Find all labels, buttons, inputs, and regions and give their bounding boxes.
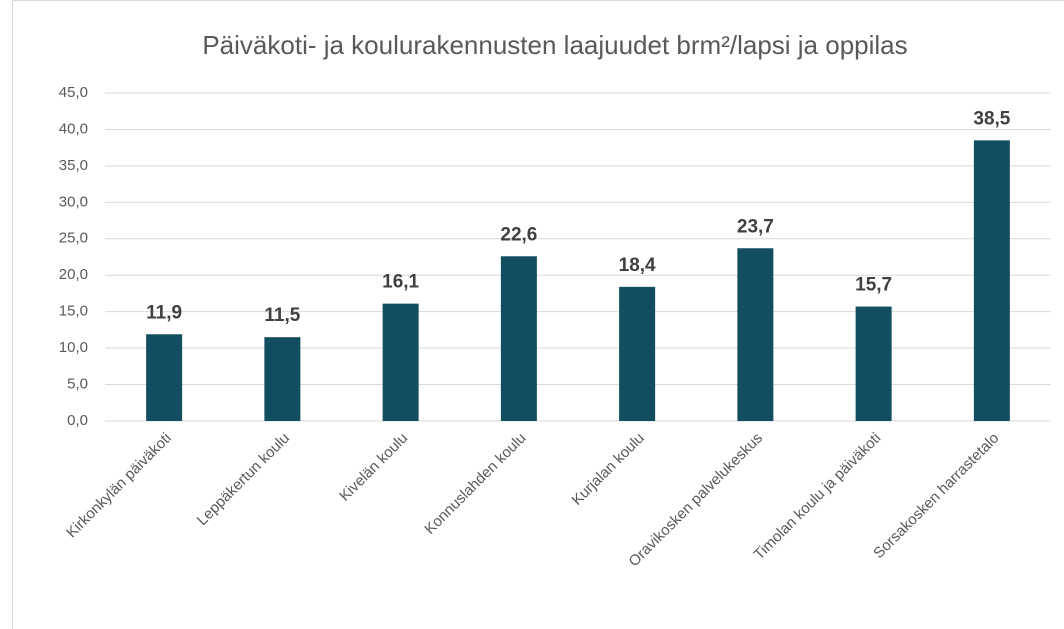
bar [619,286,656,421]
x-tick-label: Konnuslahden koulu [421,430,529,538]
chart-frame [12,0,1064,629]
bar [737,248,774,421]
bar [382,303,419,421]
data-label: 11,9 [146,302,182,323]
data-label: 11,5 [264,305,300,326]
y-tick-label: 40,0 [59,120,88,137]
bar [264,337,301,421]
bar [146,334,183,421]
bar [500,256,537,421]
y-tick-label: 25,0 [59,230,88,247]
chart-title: Päiväkoti- ja koulurakennusten laajuudet… [202,30,907,60]
data-label: 23,7 [737,216,774,237]
x-tick-label: Kirkonkylän päiväkoti [63,430,175,542]
data-label: 15,7 [855,275,892,296]
bar [855,306,892,421]
y-tick-label: 5,0 [67,376,88,393]
x-tick-label: Oravikosken palvelukeskus [625,430,766,571]
x-tick-label: Timolan koulu ja päiväkoti [751,430,885,564]
data-label: 18,4 [619,255,656,276]
y-tick-label: 15,0 [59,303,88,320]
y-tick-label: 30,0 [59,193,88,210]
y-tick-label: 35,0 [59,157,88,174]
y-tick-label: 20,0 [59,266,88,283]
y-tick-label: 0,0 [67,412,88,429]
x-tick-label: Sorsakosken harrastetalo [870,430,1002,562]
y-tick-label: 10,0 [59,339,88,356]
x-tick-label: Leppäkertun koulu [194,430,293,529]
bar [973,140,1010,421]
data-label: 38,5 [973,108,1010,129]
data-label: 16,1 [382,272,419,293]
data-label: 22,6 [500,224,537,245]
x-tick-label: Kivelän koulu [336,430,411,505]
x-tick-label: Kurjalan koulu [569,430,648,509]
y-tick-label: 45,0 [59,84,88,101]
